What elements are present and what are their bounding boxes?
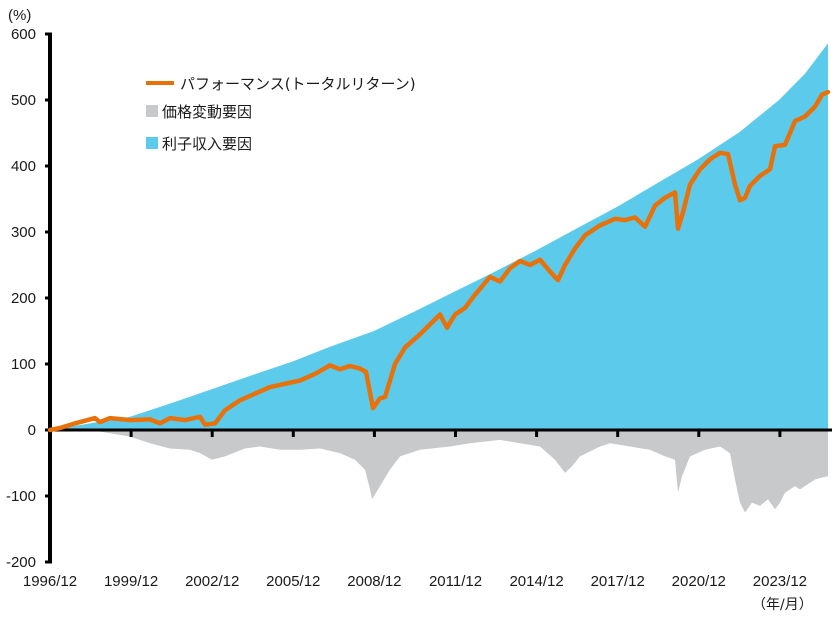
y-tick-label: 400 [11,158,36,175]
x-tick-label: 2014/12 [509,573,563,590]
legend-label: 利子収入要因 [162,134,253,153]
legend: パフォーマンス(トータルリターン) 価格変動要因 利子収入要因 [146,66,416,160]
legend-square-swatch [146,105,158,117]
y-tick-label: 300 [11,224,36,241]
legend-item-interest: 利子収入要因 [146,126,416,160]
y-axis-labels: 600 500 400 300 200 100 0 -100 -200 [6,26,36,571]
x-tick-label: 2005/12 [266,573,320,590]
legend-line-swatch [146,81,174,85]
axes [45,32,832,564]
x-tick-label: 2020/12 [672,573,726,590]
y-tick-label: 100 [11,356,36,373]
legend-square-swatch [146,137,158,149]
y-tick-label: 600 [11,26,36,43]
y-tick-label: -100 [6,488,36,505]
performance-polyline [47,89,831,433]
performance-line [47,89,831,433]
y-axis-unit: (%) [8,7,31,24]
interest-area [50,43,828,430]
x-tick-label: 1999/12 [104,573,158,590]
x-tick-label: 2017/12 [591,573,645,590]
x-tick-label: 2008/12 [347,573,401,590]
x-tick-label: 1996/12 [23,573,77,590]
y-tick-label: 500 [11,92,36,109]
y-tick-label: 0 [28,422,36,439]
legend-label: パフォーマンス(トータルリターン) [180,74,416,93]
x-tick-label: 2023/12 [753,573,807,590]
y-tick-label: 200 [11,290,36,307]
plot-areas [50,43,828,513]
x-tick-label: 2011/12 [429,573,482,590]
price-area [50,430,828,513]
legend-item-price: 価格変動要因 [146,94,416,128]
y-tick-label: -200 [6,554,36,571]
x-tick-label: 2002/12 [185,573,239,590]
legend-item-performance: パフォーマンス(トータルリターン) [146,66,416,100]
x-axis-labels: 1996/12 1999/12 2002/12 2005/12 2008/12 2011/… [23,573,807,590]
legend-label: 価格変動要因 [162,102,253,121]
x-axis-unit: （年/月） [752,597,813,613]
